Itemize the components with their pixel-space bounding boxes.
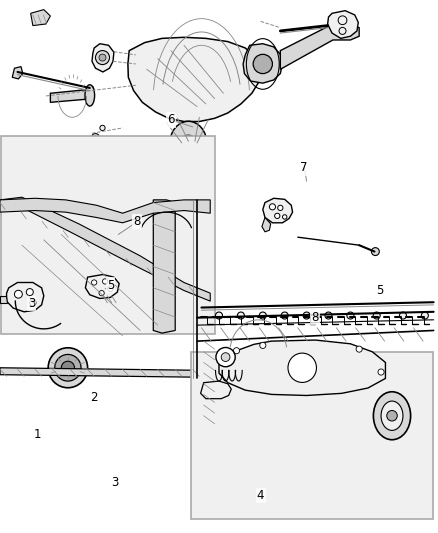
- Circle shape: [283, 215, 287, 219]
- Polygon shape: [50, 90, 92, 102]
- Ellipse shape: [85, 85, 95, 106]
- Polygon shape: [85, 274, 119, 298]
- Circle shape: [387, 410, 397, 421]
- Polygon shape: [153, 200, 175, 333]
- Text: 5: 5: [377, 284, 384, 297]
- Text: 8: 8: [133, 215, 140, 228]
- Circle shape: [94, 136, 97, 139]
- Text: 2: 2: [90, 391, 98, 403]
- Ellipse shape: [55, 354, 81, 381]
- Polygon shape: [0, 198, 210, 223]
- Text: 1: 1: [33, 428, 41, 441]
- Circle shape: [100, 125, 105, 131]
- Circle shape: [275, 213, 280, 219]
- Ellipse shape: [373, 392, 411, 440]
- Polygon shape: [0, 197, 210, 301]
- Polygon shape: [328, 11, 358, 38]
- Text: 7: 7: [300, 161, 307, 174]
- Circle shape: [371, 248, 379, 255]
- Circle shape: [61, 361, 74, 374]
- Circle shape: [95, 51, 110, 64]
- Circle shape: [87, 85, 94, 93]
- Ellipse shape: [288, 353, 316, 383]
- Circle shape: [347, 312, 354, 319]
- Polygon shape: [280, 24, 359, 69]
- Polygon shape: [263, 198, 293, 223]
- FancyBboxPatch shape: [1, 136, 215, 334]
- Text: 5: 5: [107, 279, 114, 292]
- Ellipse shape: [48, 348, 88, 388]
- Polygon shape: [262, 217, 271, 232]
- Circle shape: [14, 290, 22, 298]
- Circle shape: [108, 286, 113, 292]
- Polygon shape: [128, 37, 261, 122]
- Circle shape: [92, 280, 97, 285]
- Polygon shape: [12, 67, 23, 79]
- Polygon shape: [0, 368, 210, 377]
- Ellipse shape: [170, 122, 207, 166]
- Text: 8: 8: [312, 311, 319, 324]
- Circle shape: [259, 312, 266, 319]
- Circle shape: [281, 312, 288, 319]
- Polygon shape: [219, 340, 385, 395]
- Circle shape: [92, 134, 99, 141]
- Circle shape: [26, 288, 33, 296]
- Circle shape: [221, 353, 230, 361]
- Polygon shape: [201, 381, 231, 399]
- Text: 3: 3: [28, 297, 35, 310]
- Polygon shape: [7, 282, 44, 312]
- Polygon shape: [92, 44, 114, 72]
- Circle shape: [278, 205, 283, 211]
- Circle shape: [339, 27, 346, 35]
- Circle shape: [237, 312, 244, 319]
- Circle shape: [99, 290, 104, 296]
- Circle shape: [378, 369, 384, 375]
- Circle shape: [260, 342, 266, 349]
- Circle shape: [303, 312, 310, 319]
- Circle shape: [215, 312, 223, 319]
- Circle shape: [269, 204, 276, 210]
- Circle shape: [180, 135, 197, 152]
- Circle shape: [421, 312, 428, 319]
- Ellipse shape: [381, 401, 403, 431]
- Polygon shape: [0, 296, 7, 303]
- Circle shape: [373, 312, 380, 319]
- Circle shape: [102, 279, 108, 284]
- Circle shape: [399, 312, 406, 319]
- Circle shape: [253, 54, 272, 74]
- Text: 6: 6: [167, 114, 175, 126]
- Circle shape: [233, 348, 240, 354]
- Polygon shape: [31, 10, 50, 26]
- Circle shape: [356, 346, 362, 352]
- Text: 4: 4: [257, 489, 265, 502]
- Circle shape: [325, 312, 332, 319]
- Text: 3: 3: [111, 476, 118, 489]
- Circle shape: [30, 300, 36, 306]
- Circle shape: [216, 348, 235, 367]
- FancyBboxPatch shape: [191, 352, 433, 519]
- Circle shape: [338, 16, 347, 25]
- Polygon shape: [243, 44, 283, 83]
- Circle shape: [99, 54, 106, 61]
